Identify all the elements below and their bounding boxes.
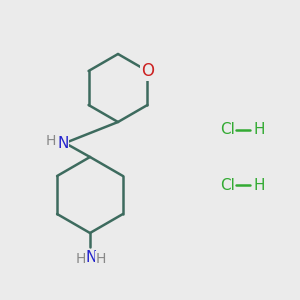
Text: N: N [85, 250, 97, 265]
Text: H: H [76, 252, 86, 266]
Text: H: H [253, 122, 265, 137]
Text: H: H [96, 252, 106, 266]
Text: Cl: Cl [220, 122, 235, 137]
Text: O: O [141, 62, 154, 80]
Text: N: N [57, 136, 69, 151]
Text: H: H [253, 178, 265, 193]
Text: Cl: Cl [220, 178, 235, 193]
Text: H: H [46, 134, 56, 148]
